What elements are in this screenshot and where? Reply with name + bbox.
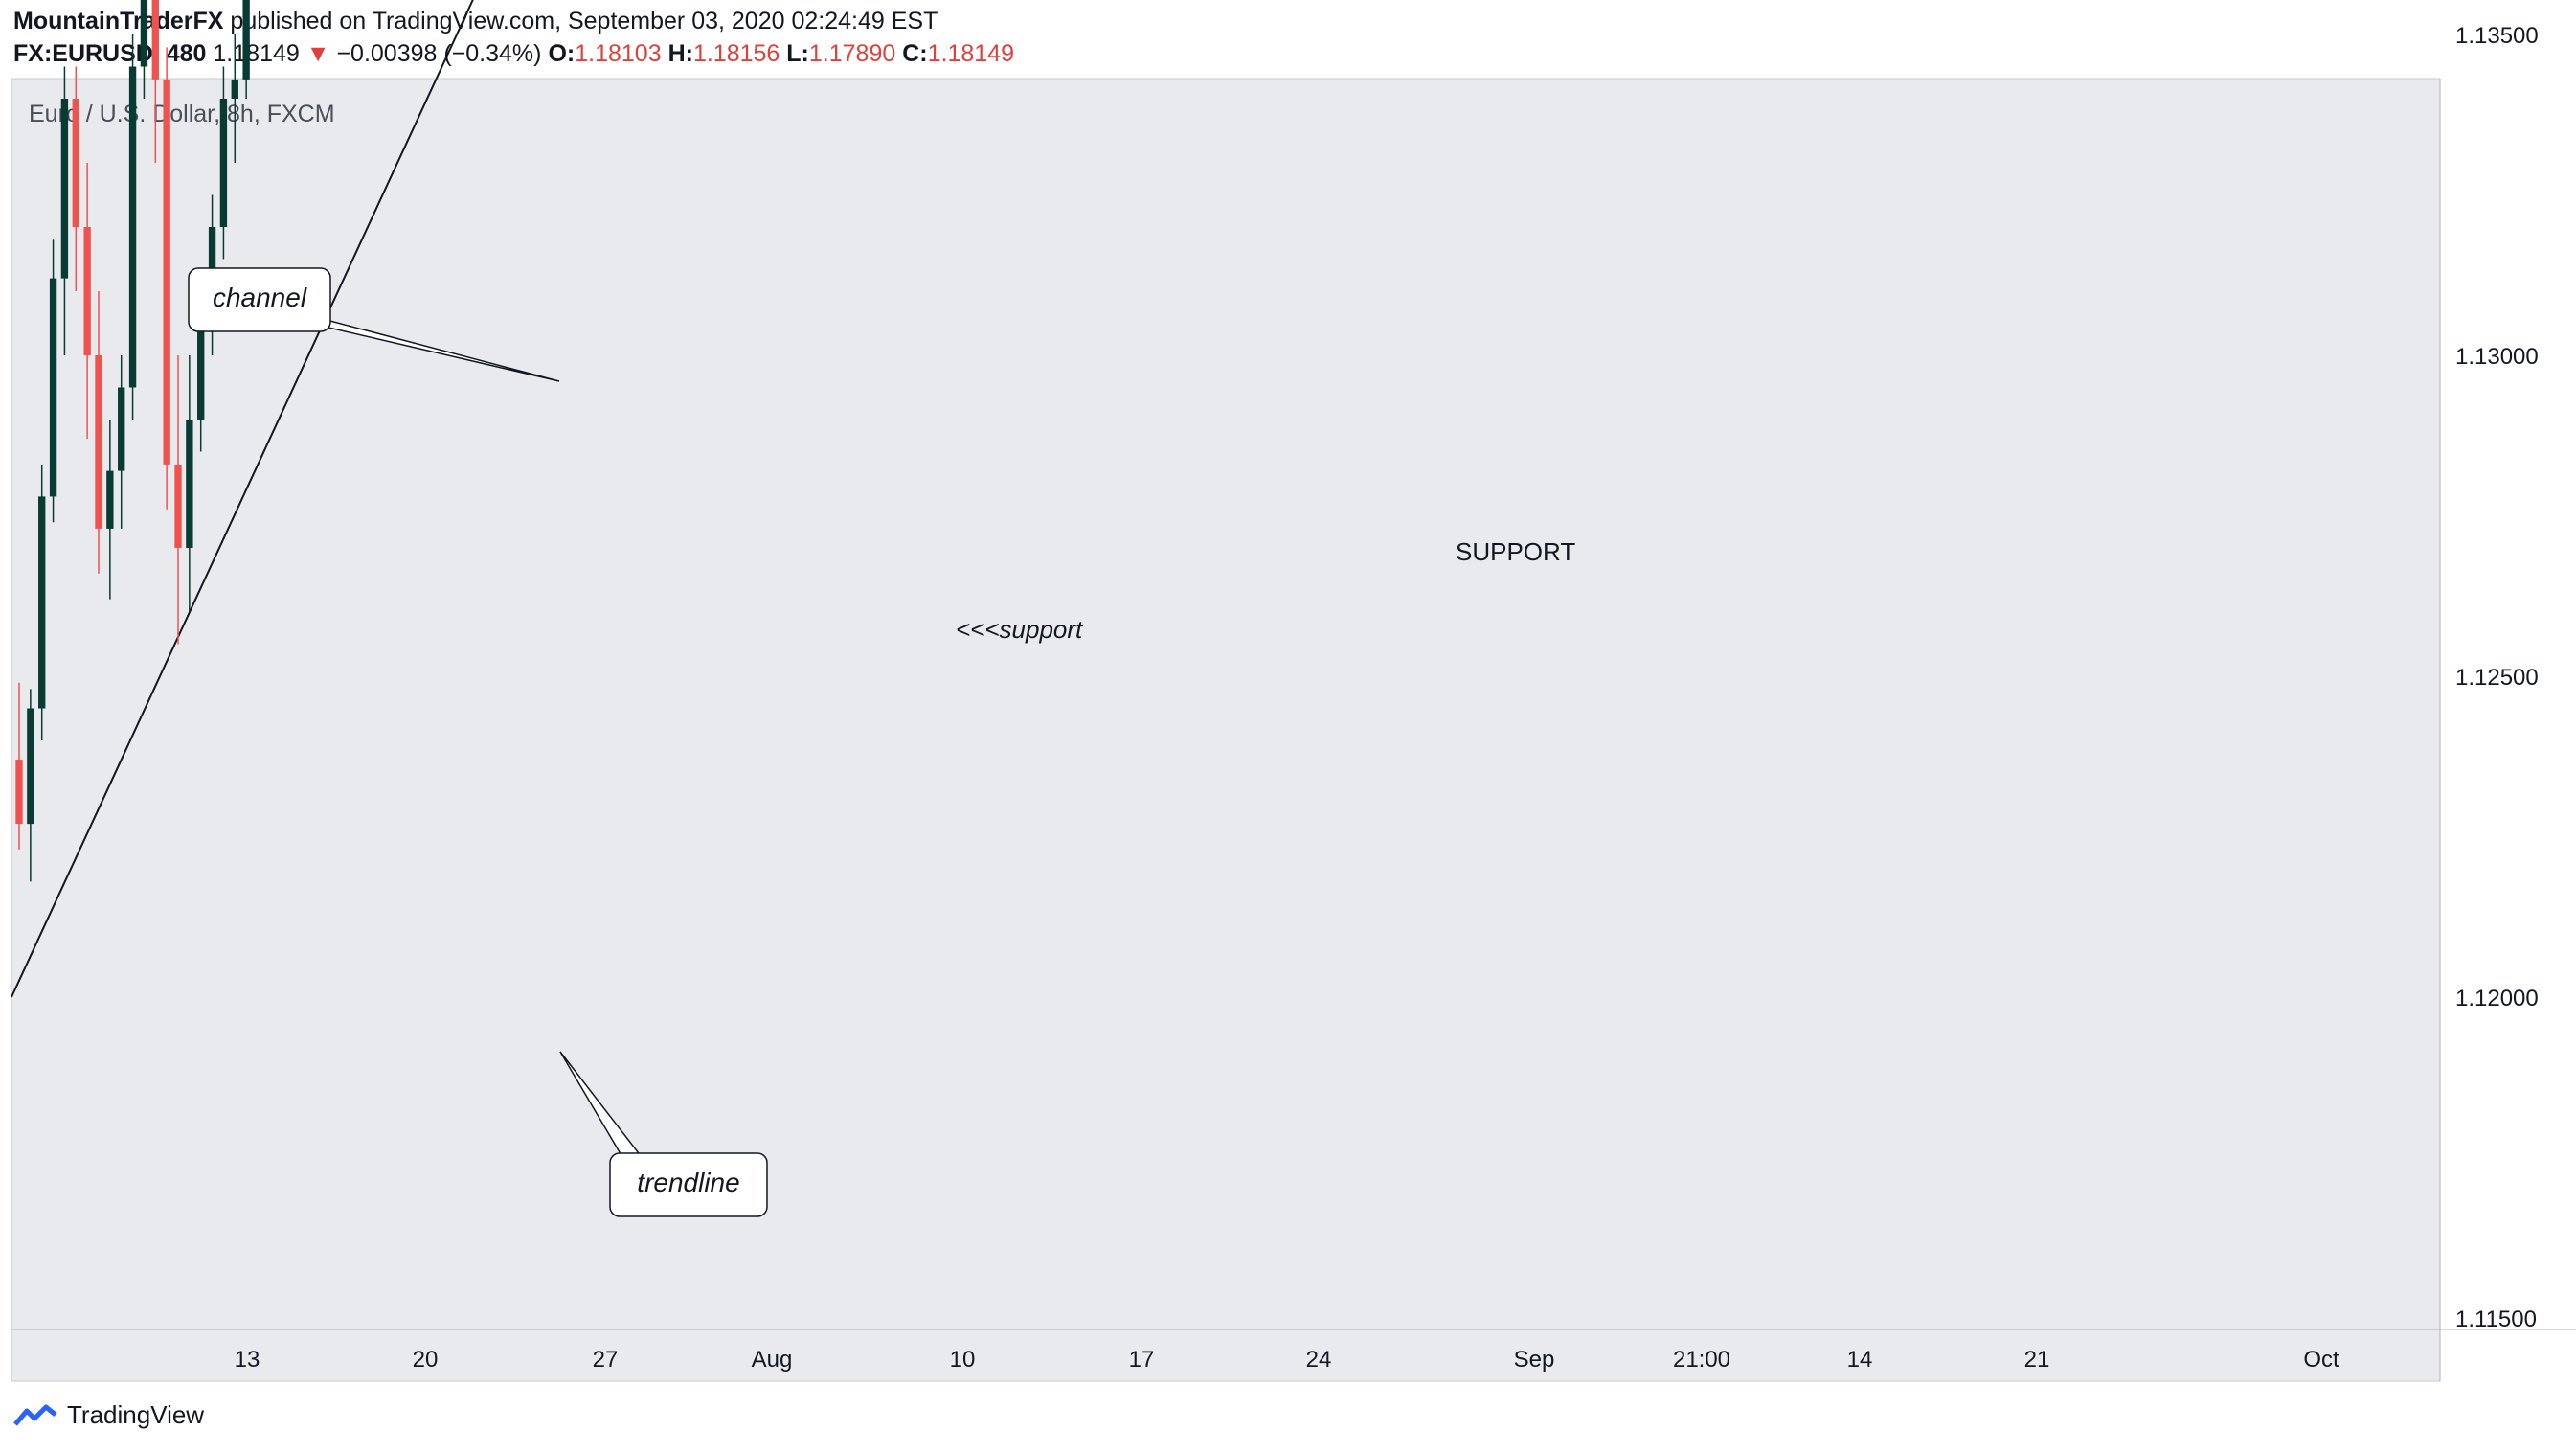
candle-body[interactable] [95,355,102,529]
chart-title: Euro / U.S. Dollar, 8h, FXCM [29,101,335,127]
candle-body[interactable] [231,79,238,99]
x-tick-label: 24 [1306,1347,1332,1373]
candle-body[interactable] [186,420,193,548]
candle-body[interactable] [38,496,46,709]
trendline-callout-text: trendline [637,1168,739,1197]
x-tick-label: 20 [413,1347,439,1373]
trendline-callout-box[interactable] [609,1152,768,1217]
y-tick-label: 1.11500 [2455,1306,2537,1332]
x-tick-label: 13 [235,1347,260,1373]
candle-body[interactable] [174,464,182,548]
y-tick-label: 1.12500 [2455,665,2539,691]
x-tick-label: Sep [1514,1347,1555,1373]
candle-body[interactable] [72,99,79,227]
candle-body[interactable] [242,0,250,80]
publish-info: published on TradingView.com, September … [230,8,938,34]
candle-body[interactable] [118,387,125,471]
down-arrow-icon: ▼ [305,40,330,67]
open-label: O: [548,40,576,67]
y-tick-label: 1.13500 [2455,23,2539,49]
high-value: 1.18156 [692,40,780,67]
plot-area[interactable] [11,78,2441,1382]
candle-body[interactable] [219,99,228,227]
y-tick-label: 1.12000 [2455,986,2539,1011]
candle-body[interactable] [197,323,205,420]
publish-header: MountainTraderFX published on TradingVie… [13,8,938,35]
high-label: H: [667,40,693,67]
candle-body[interactable] [151,0,159,80]
support-zone-label: SUPPORT [1456,537,1575,566]
candle-body[interactable] [106,470,114,529]
candle-body[interactable] [60,99,69,279]
low-label: L: [786,40,809,67]
channel-callout-box[interactable] [188,267,331,332]
y-tick-label: 1.13000 [2455,344,2539,370]
x-tick-label: Aug [752,1347,793,1373]
tradingview-brand[interactable]: TradingView [13,1400,204,1430]
symbol-label: FX:EURUSD, 480 [13,40,207,67]
channel-callout-pointer [304,313,560,382]
trendline-line[interactable] [11,0,2440,998]
x-tick-label: 10 [950,1347,976,1373]
close-label: C: [902,40,928,67]
candle-body[interactable] [27,708,34,825]
x-tick-label: Oct [2303,1347,2339,1373]
last-price: 1.18149 [213,40,300,67]
x-tick-label: 27 [593,1347,619,1373]
candle-body[interactable] [49,278,57,497]
x-tick-label: 17 [1129,1347,1155,1373]
brand-name: TradingView [67,1400,205,1429]
support-note: <<<support [956,615,1084,644]
candle-body[interactable] [128,66,137,388]
x-tick-label: 14 [1847,1347,1873,1373]
price-change: −0.00398 (−0.34%) [336,40,542,67]
close-value: 1.18149 [927,40,1014,67]
candle-body[interactable] [15,760,23,825]
x-tick-label: 21 [2024,1347,2050,1373]
ohlc-header: FX:EURUSD, 480 1.18149 ▼ −0.00398 (−0.34… [13,40,1014,68]
channel-callout-text: channel [213,283,307,312]
author-name[interactable]: MountainTraderFX [13,8,224,34]
tradingview-logo-icon [13,1404,57,1426]
candle-body[interactable] [140,0,148,67]
open-value: 1.18103 [575,40,662,67]
trendline-callout-pointer [559,1051,643,1158]
candle-body[interactable] [163,79,170,465]
low-value: 1.17890 [808,40,896,67]
candle-body[interactable] [83,227,91,355]
x-tick-label: 21:00 [1673,1347,1730,1373]
